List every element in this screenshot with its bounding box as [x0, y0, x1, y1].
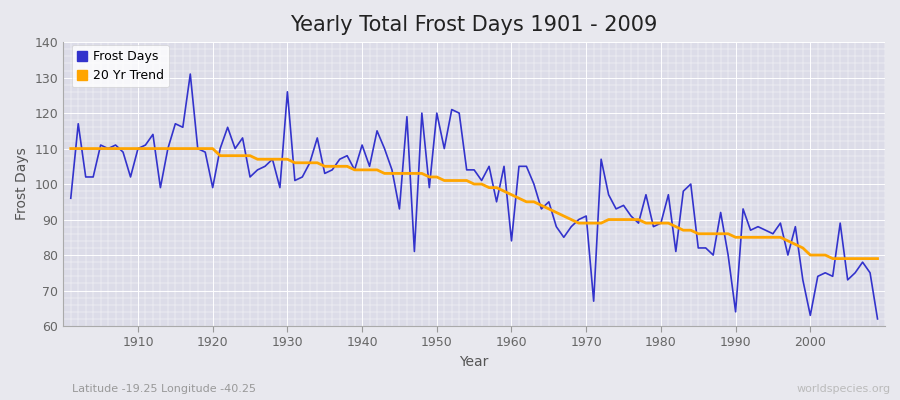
Text: Latitude -19.25 Longitude -40.25: Latitude -19.25 Longitude -40.25 — [72, 384, 256, 394]
X-axis label: Year: Year — [460, 355, 489, 369]
Legend: Frost Days, 20 Yr Trend: Frost Days, 20 Yr Trend — [71, 45, 169, 87]
Y-axis label: Frost Days: Frost Days — [15, 148, 29, 220]
Title: Yearly Total Frost Days 1901 - 2009: Yearly Total Frost Days 1901 - 2009 — [291, 15, 658, 35]
Text: worldspecies.org: worldspecies.org — [796, 384, 891, 394]
